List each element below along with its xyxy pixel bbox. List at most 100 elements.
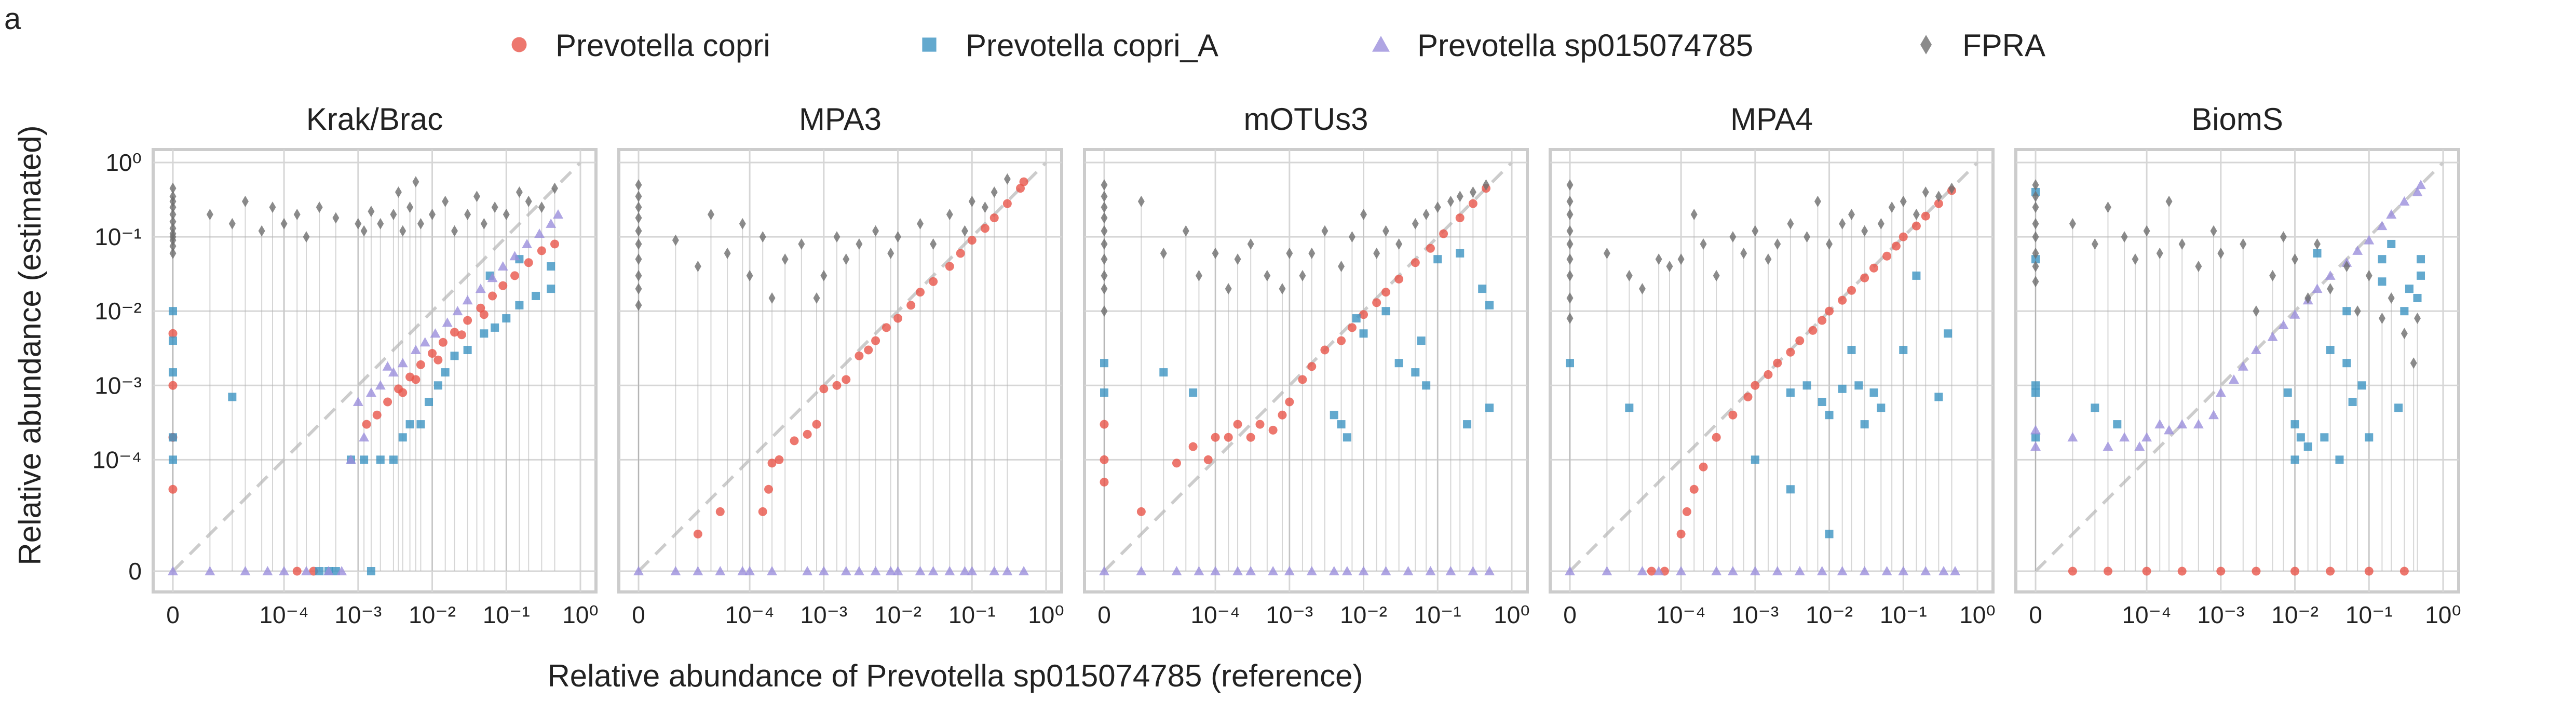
legend: Prevotella copri Prevotella copri_A Prevot… (511, 28, 2045, 63)
data-point (781, 253, 789, 265)
data-point (2416, 180, 2426, 190)
data-point (398, 388, 408, 397)
data-point (1602, 566, 1612, 575)
data-point (707, 209, 714, 221)
data-point (2030, 425, 2041, 435)
x-tick-label: 10⁻² (2271, 601, 2319, 628)
data-point (1412, 218, 1419, 230)
data-point (1433, 255, 1442, 264)
identity-line (1568, 161, 1979, 573)
data-point (1808, 326, 1818, 335)
data-point (693, 529, 702, 538)
series (168, 209, 564, 575)
data-point (1566, 225, 1574, 237)
data-point (2177, 567, 2187, 576)
data-point (383, 397, 392, 407)
data-point (2032, 191, 2039, 203)
data-point (2412, 186, 2423, 196)
x-tick-label: 0 (2029, 601, 2042, 628)
data-point (169, 307, 177, 316)
x-tick-label: 0 (632, 601, 645, 628)
data-point (2289, 309, 2300, 319)
data-point (1171, 566, 1182, 575)
data-point (2378, 277, 2387, 286)
data-point (856, 238, 863, 250)
data-point (929, 277, 938, 286)
data-point (1861, 225, 1868, 237)
x-tick-label: 10⁻¹ (948, 601, 996, 628)
data-point (1101, 212, 1108, 224)
data-point (1343, 433, 1351, 442)
series (2068, 567, 2409, 576)
data-point (480, 329, 489, 338)
data-point (1938, 566, 1949, 575)
data-point (1381, 307, 1390, 316)
data-point (968, 195, 975, 207)
data-point (169, 455, 177, 464)
data-point (2400, 307, 2409, 316)
data-point (430, 328, 441, 338)
data-point (981, 201, 988, 213)
data-point (1625, 403, 1634, 412)
legend-marker (511, 37, 527, 52)
data-point (2103, 567, 2112, 576)
data-point (1101, 201, 1108, 213)
series (693, 177, 1028, 538)
data-point (2250, 345, 2261, 355)
data-point (739, 218, 746, 230)
data-point (205, 566, 215, 575)
data-point (1100, 477, 1109, 487)
data-point (480, 218, 487, 230)
data-point (853, 566, 864, 575)
data-point (332, 212, 340, 224)
data-point (1160, 247, 1167, 259)
data-point (1468, 566, 1479, 575)
data-point (1898, 566, 1909, 575)
legend-marker (1920, 35, 1932, 55)
data-point (1016, 184, 1025, 193)
data-point (832, 381, 842, 390)
data-point (1948, 182, 1956, 194)
data-point (516, 186, 523, 198)
data-point (1245, 566, 1256, 575)
data-point (1772, 566, 1783, 575)
data-point (944, 566, 955, 575)
data-point (1348, 231, 1355, 243)
data-point (980, 224, 989, 233)
y-axis-label: Relative abundance (estimated) (12, 125, 47, 565)
data-point (871, 336, 880, 345)
data-point (870, 566, 881, 575)
data-point (395, 186, 402, 198)
data-point (169, 336, 177, 345)
data-point (892, 566, 903, 575)
data-point (1900, 195, 1907, 207)
data-point (1426, 244, 1435, 253)
data-point (2399, 567, 2409, 576)
data-point (2342, 307, 2351, 316)
data-point (635, 191, 642, 203)
panel-title: mOTUs3 (1244, 102, 1368, 137)
data-point (1478, 285, 1487, 293)
data-point (315, 567, 324, 575)
data-point (1330, 411, 1338, 420)
series (1100, 184, 1491, 516)
data-point (433, 355, 443, 365)
data-point (1434, 201, 1441, 213)
data-point (1847, 286, 1856, 295)
series (2030, 180, 2426, 451)
data-point (442, 195, 449, 207)
data-point (451, 225, 458, 237)
data-point (457, 330, 466, 340)
x-tick-label: 10⁻¹ (2345, 601, 2393, 628)
legend-item: Prevotella copri (511, 28, 770, 63)
data-point (2314, 238, 2321, 250)
series (1101, 179, 1490, 317)
data-point (1100, 359, 1108, 368)
data-point (1211, 433, 1220, 442)
data-point (399, 225, 406, 237)
data-point (1182, 225, 1189, 237)
data-point (2193, 419, 2204, 429)
data-point (1299, 269, 1306, 281)
data-point (1195, 269, 1202, 281)
